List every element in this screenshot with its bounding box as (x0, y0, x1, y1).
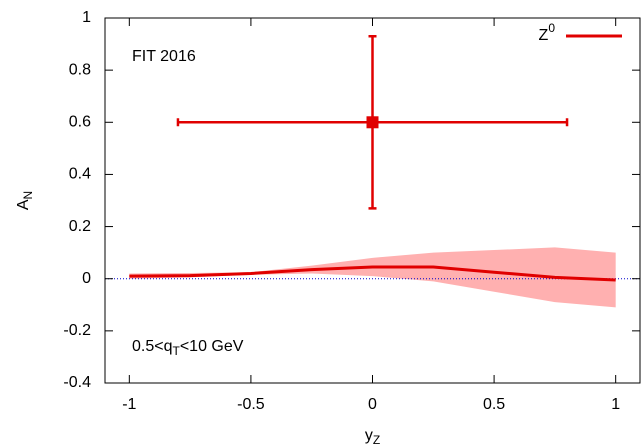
x-tick-label: 1 (611, 396, 620, 413)
kinematics-label-part: 0.5<q (132, 338, 172, 355)
y-tick-label: 0.6 (69, 114, 91, 131)
annotation: FIT 2016 (132, 48, 196, 65)
x-tick-label: 0.5 (483, 396, 505, 413)
legend-label-part: Z (539, 27, 549, 44)
y-axis-label-part: N (21, 191, 35, 200)
uncertainty-band (129, 247, 616, 308)
y-tick-label: -0.4 (63, 374, 91, 391)
x-tick-label: -0.5 (237, 396, 265, 413)
legend-label: Z0 (539, 21, 556, 44)
y-tick-label: -0.2 (63, 322, 91, 339)
kinematics-label-part: <10 GeV (180, 338, 244, 355)
legend-label-part: 0 (548, 21, 555, 35)
y-tick-label: 0.4 (69, 166, 91, 183)
y-axis-label: AN (15, 191, 35, 210)
x-axis-label: yZ (365, 427, 380, 446)
y-tick-label: 0.8 (69, 61, 91, 78)
kinematics-label: 0.5<qT<10 GeV (132, 338, 244, 358)
y-axis-label-part: A (15, 199, 32, 210)
y-tick-label: 1 (82, 9, 91, 26)
line (129, 265, 616, 282)
x-tick-label: -1 (122, 396, 136, 413)
point-marker (366, 116, 379, 129)
y-tick-label: 0.2 (69, 218, 91, 235)
y-tick-label: 0 (82, 270, 91, 287)
kinematics-label-part: T (172, 344, 180, 358)
x-tick-label: 0 (368, 396, 377, 413)
x-axis-label-part: y (365, 427, 373, 444)
x-axis-label-part: Z (373, 433, 380, 446)
